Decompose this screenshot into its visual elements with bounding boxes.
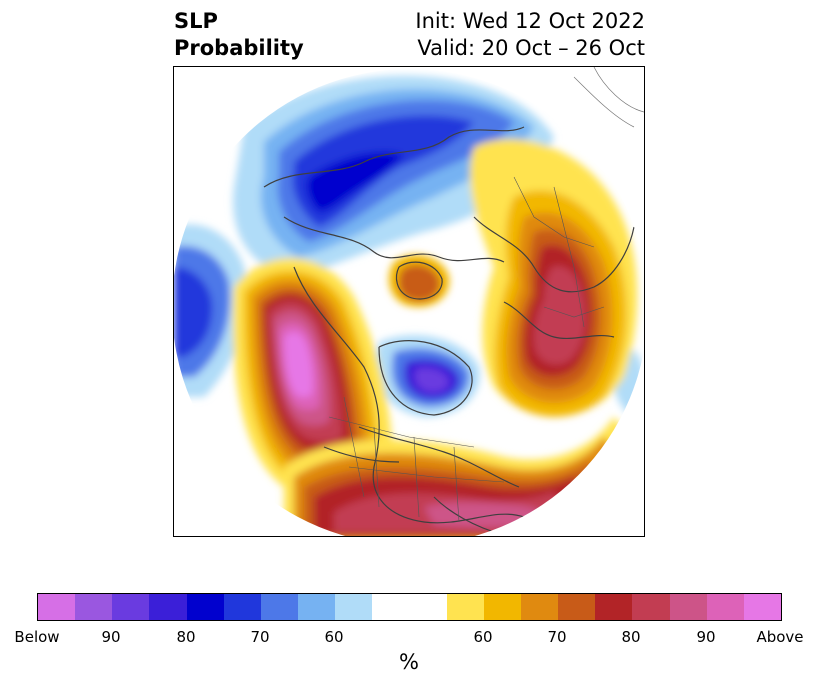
colorbar-segment	[595, 594, 633, 620]
tick-above-60: 60	[473, 628, 493, 646]
colorbar-segment	[149, 594, 187, 620]
colorbar-segment	[112, 594, 150, 620]
colorbar-segment	[446, 594, 484, 620]
colorbar-segment	[632, 594, 670, 620]
init-date: Init: Wed 12 Oct 2022	[415, 9, 645, 33]
probability-field	[174, 69, 644, 536]
units-label: %	[399, 650, 419, 674]
colorbar-segment	[558, 594, 596, 620]
title-line-slp: SLP	[174, 9, 218, 33]
outer-coast-detail	[573, 67, 644, 128]
tick-above: Above	[756, 628, 804, 646]
date-info: Init: Wed 12 Oct 2022 Valid: 20 Oct – 26…	[415, 8, 645, 62]
colorbar-segment	[706, 594, 744, 620]
colorbar	[37, 593, 782, 621]
colorbar-segment	[186, 594, 224, 620]
colorbar-segment	[75, 594, 113, 620]
tick-above-70: 70	[547, 628, 567, 646]
tick-below-70: 70	[250, 628, 270, 646]
colorbar-segment	[372, 594, 447, 620]
colorbar-segment	[223, 594, 261, 620]
colorbar-segment	[669, 594, 707, 620]
colorbar-segment	[483, 594, 522, 620]
map-svg	[174, 67, 644, 536]
tick-below: Below	[14, 628, 60, 646]
tick-below-90: 90	[101, 628, 121, 646]
tick-below-80: 80	[176, 628, 196, 646]
chart-title: SLP Probability	[174, 8, 304, 62]
probability-map	[173, 66, 645, 537]
colorbar-segment	[335, 594, 373, 620]
coastlines	[263, 126, 635, 536]
tick-above-80: 80	[621, 628, 641, 646]
title-line-probability: Probability	[174, 36, 304, 60]
tick-below-60: 60	[324, 628, 344, 646]
colorbar-segment	[743, 594, 782, 620]
colorbar-segment	[260, 594, 299, 620]
colorbar-segment	[38, 594, 76, 620]
tick-above-90: 90	[696, 628, 716, 646]
colorbar-segment	[298, 594, 336, 620]
country-borders	[328, 176, 605, 523]
valid-range: Valid: 20 Oct – 26 Oct	[417, 36, 645, 60]
colorbar-segment	[521, 594, 559, 620]
